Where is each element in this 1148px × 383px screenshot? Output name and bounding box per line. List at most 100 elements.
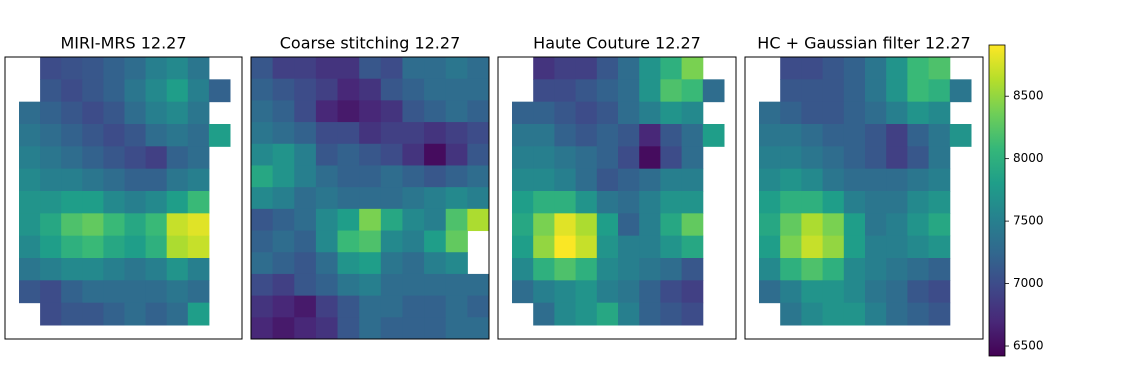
heatmap-cell	[596, 213, 619, 237]
heatmap-cell	[886, 124, 908, 147]
heatmap-cell	[445, 122, 468, 145]
heatmap-cell	[533, 146, 555, 170]
heatmap-cell	[103, 57, 125, 80]
heatmap-cell	[533, 168, 555, 192]
heatmap-cell	[907, 124, 930, 147]
heatmap-cell	[660, 302, 683, 326]
heatmap-cell	[843, 57, 866, 80]
heatmap-cell	[886, 146, 908, 170]
heatmap-cell	[865, 168, 887, 192]
heatmap-cell	[928, 191, 951, 214]
heatmap-cell	[445, 252, 468, 275]
heatmap-cell	[843, 302, 866, 326]
heatmap-cell	[596, 146, 619, 170]
heatmap-cell	[618, 213, 640, 237]
heatmap-cell	[337, 57, 360, 80]
heatmap-cell	[166, 146, 189, 170]
heatmap-cell	[702, 124, 725, 147]
heatmap-cell	[124, 280, 147, 304]
heatmap-cell	[359, 230, 382, 253]
heatmap-cell	[187, 146, 210, 170]
heatmap-cell	[639, 280, 661, 304]
colorbar-tick-label: 8000	[1013, 151, 1044, 165]
heatmap-cell	[40, 280, 62, 304]
heatmap-cell	[533, 57, 555, 80]
heatmap-cell	[402, 122, 425, 145]
heatmap-cell	[660, 124, 683, 147]
heatmap-cell	[639, 101, 661, 125]
heatmap-cell	[61, 79, 83, 103]
heatmap-cell	[681, 57, 704, 80]
heatmap-cell	[533, 101, 555, 125]
heatmap-cell	[294, 273, 317, 297]
heatmap-cell	[596, 191, 619, 214]
heatmap-cell	[886, 302, 908, 326]
heatmap-cell	[272, 122, 295, 145]
colorbar-tick-label: 6500	[1013, 339, 1044, 353]
heatmap-cell	[865, 302, 887, 326]
heatmap-cell	[19, 101, 41, 125]
heatmap-cell	[596, 57, 619, 80]
heatmap-cell	[886, 168, 908, 192]
heatmap-cell	[103, 124, 125, 147]
heatmap-cell	[315, 100, 339, 123]
heatmap-cell	[61, 168, 83, 192]
heatmap-cell	[533, 191, 555, 214]
heatmap-cell	[512, 235, 534, 259]
heatmap-cell	[359, 100, 382, 123]
heatmap-panel: Coarse stitching 12.27	[250, 34, 490, 340]
heatmap-cell	[424, 230, 447, 253]
heatmap-cell	[380, 252, 403, 275]
heatmap-cell	[19, 280, 41, 304]
heatmap-cell	[928, 79, 951, 103]
heatmap-cell	[40, 57, 62, 80]
heatmap-cell	[124, 168, 147, 192]
heatmap-cell	[759, 191, 781, 214]
heatmap-cell	[780, 101, 802, 125]
heatmap-cell	[337, 208, 360, 232]
heatmap-cell	[424, 57, 447, 80]
heatmap-cell	[82, 213, 104, 237]
heatmap-cell	[103, 235, 125, 259]
heatmap-cell	[801, 191, 824, 214]
heatmap-cell	[801, 168, 824, 192]
heatmap-cell	[166, 191, 189, 214]
heatmap-cell	[596, 258, 619, 281]
heatmap-cell	[337, 230, 360, 253]
heatmap-cell	[467, 122, 490, 145]
heatmap-cell	[618, 146, 640, 170]
heatmap-cell	[272, 165, 295, 188]
heatmap-cell	[82, 168, 104, 192]
heatmap-cell	[380, 165, 403, 188]
heatmap-cell	[124, 191, 147, 214]
heatmap-cell	[928, 258, 951, 281]
heatmap-cell	[467, 295, 490, 318]
heatmap-cell	[145, 235, 168, 259]
heatmap-cell	[187, 79, 210, 103]
heatmap-cell	[886, 79, 908, 103]
heatmap-cell	[467, 273, 490, 297]
heatmap-cell	[907, 302, 930, 326]
heatmap-cell	[618, 57, 640, 80]
heatmap-cell	[359, 273, 382, 297]
heatmap-cell	[780, 146, 802, 170]
heatmap-cell	[660, 168, 683, 192]
heatmap-cell	[208, 79, 231, 103]
heatmap-cell	[61, 146, 83, 170]
heatmap-cell	[424, 100, 447, 123]
heatmap-cell	[40, 79, 62, 103]
heatmap-cell	[40, 191, 62, 214]
heatmap-cell	[822, 191, 845, 214]
heatmap-cell	[886, 258, 908, 281]
heatmap-cell	[337, 122, 360, 145]
heatmap-cell	[40, 101, 62, 125]
heatmap-cell	[19, 258, 41, 281]
heatmap-cell	[886, 57, 908, 80]
heatmap-cell	[822, 57, 845, 80]
heatmap-cell	[618, 168, 640, 192]
heatmap-cell	[359, 252, 382, 275]
heatmap-cell	[359, 143, 382, 166]
heatmap-cell	[337, 143, 360, 166]
heatmap-cell	[19, 146, 41, 170]
heatmap-cell	[681, 146, 704, 170]
